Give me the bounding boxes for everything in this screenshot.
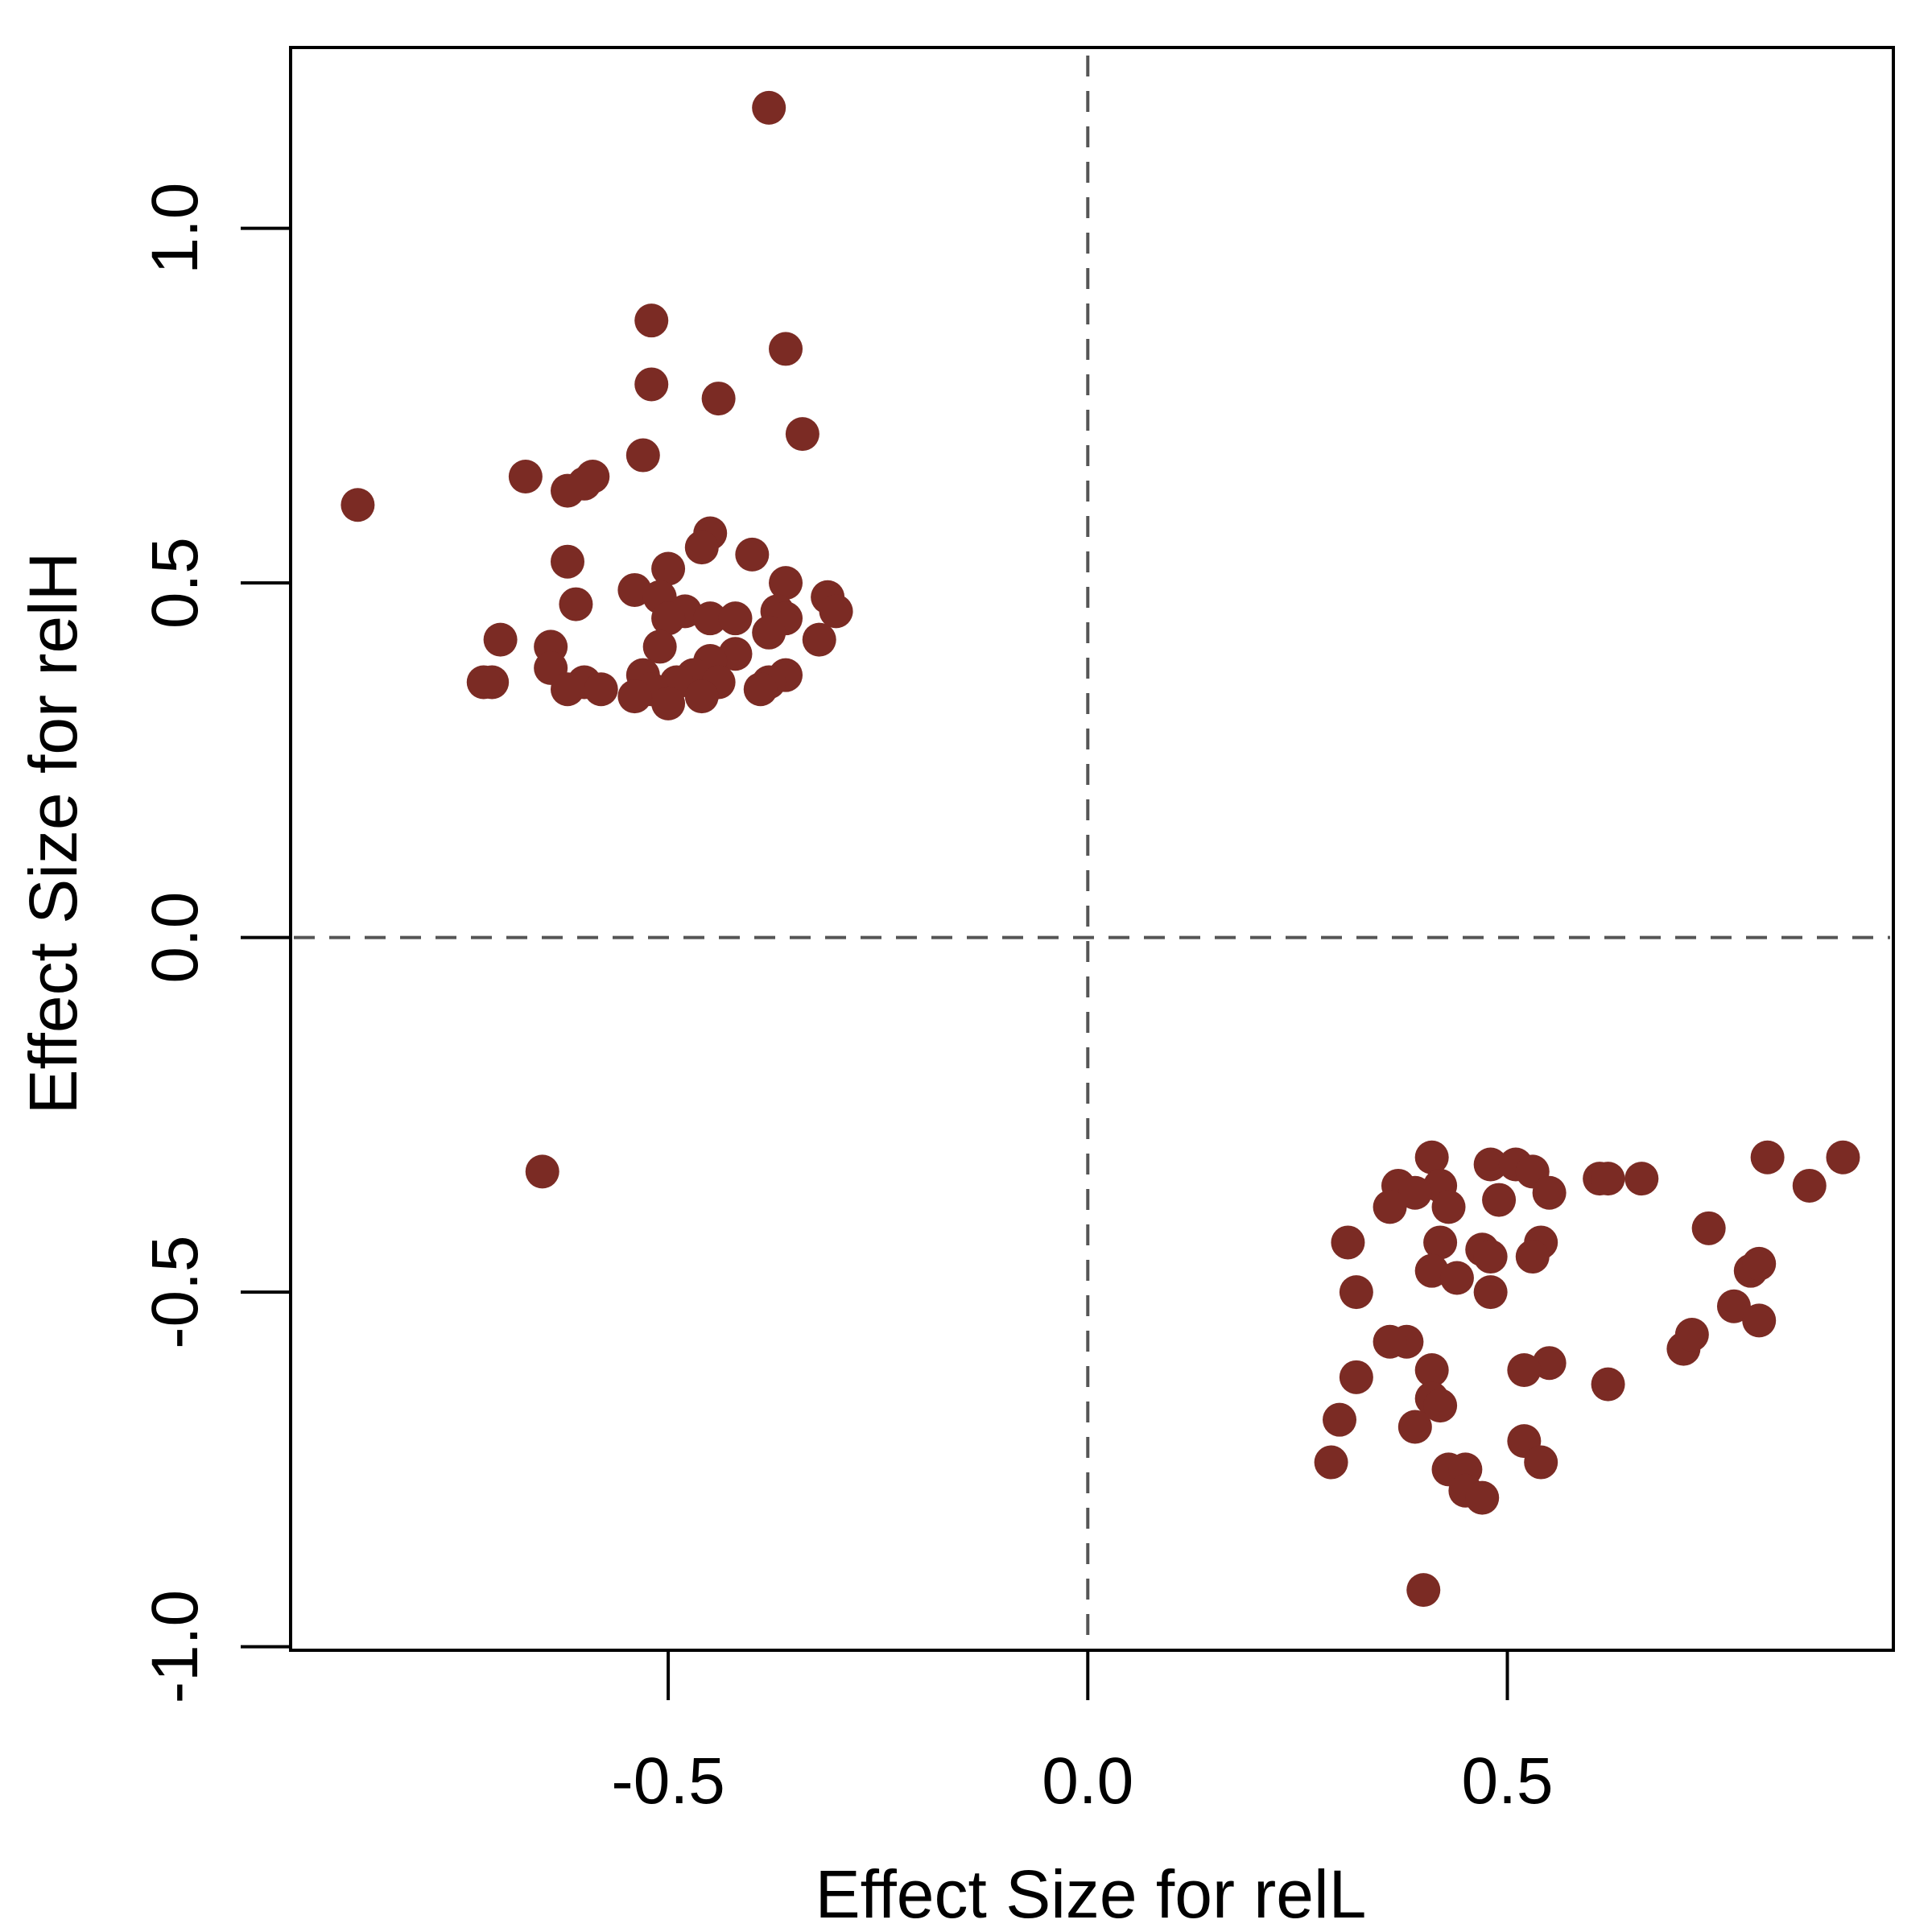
- data-point: [769, 566, 803, 601]
- data-point: [1674, 1317, 1709, 1352]
- data-point: [1314, 1445, 1348, 1480]
- data-point: [1691, 1211, 1726, 1245]
- data-point: [651, 601, 686, 636]
- data-point: [1591, 1367, 1625, 1402]
- data-point: [1591, 1162, 1625, 1196]
- data-point: [701, 382, 736, 416]
- data-point: [625, 438, 660, 473]
- data-point: [684, 530, 719, 565]
- data-point: [466, 665, 501, 700]
- data-point: [819, 594, 853, 629]
- data-point: [550, 473, 584, 508]
- x-tick-label: -0.5: [611, 1744, 724, 1818]
- data-point: [693, 601, 728, 636]
- data-point: [752, 615, 786, 650]
- data-point: [525, 1154, 559, 1189]
- data-point: [1742, 1246, 1777, 1281]
- reference-lines: [294, 56, 1890, 1647]
- y-tick-label: 1.0: [138, 183, 212, 275]
- data-point: [1624, 1162, 1659, 1196]
- data-point: [550, 544, 584, 579]
- y-tick-label: 0.5: [138, 537, 212, 629]
- data-point: [584, 672, 618, 707]
- data-point: [1826, 1140, 1860, 1174]
- data-point: [1792, 1168, 1827, 1203]
- data-point: [752, 90, 786, 125]
- data-point: [651, 686, 686, 720]
- data-point: [1423, 1225, 1458, 1260]
- data-point: [1507, 1353, 1542, 1388]
- data-point: [1414, 1353, 1449, 1388]
- data-point: [1423, 1389, 1458, 1423]
- data-point: [785, 417, 819, 452]
- data-point: [1473, 1240, 1508, 1274]
- data-point: [769, 332, 803, 366]
- data-point: [508, 459, 543, 493]
- data-point: [802, 622, 836, 657]
- data-point: [483, 622, 518, 657]
- data-point: [1473, 1147, 1508, 1182]
- x-axis: -0.5 0.0 0.5: [611, 1650, 1553, 1818]
- data-point: [1373, 1190, 1407, 1224]
- data-point: [1414, 1140, 1449, 1174]
- data-point: [735, 537, 770, 572]
- data-point: [1431, 1190, 1466, 1224]
- data-point: [1406, 1573, 1441, 1608]
- y-axis-label: Effect Size for relH: [15, 552, 91, 1115]
- data-point: [559, 587, 593, 621]
- data-point: [1742, 1303, 1777, 1338]
- data-point: [1397, 1175, 1432, 1210]
- data-point: [341, 488, 375, 522]
- data-point: [1439, 1261, 1474, 1295]
- data-point: [1373, 1324, 1407, 1359]
- data-point: [1716, 1289, 1751, 1323]
- data-point: [1465, 1480, 1500, 1515]
- data-point: [743, 672, 778, 707]
- data-point: [1339, 1360, 1373, 1394]
- data-point: [684, 679, 719, 714]
- data-point: [1323, 1402, 1357, 1437]
- x-tick-label: 0.5: [1461, 1744, 1553, 1818]
- data-point: [617, 679, 652, 714]
- data-point: [634, 303, 669, 338]
- data-point: [1482, 1183, 1517, 1217]
- y-tick-label: 0.0: [138, 892, 212, 984]
- x-axis-label: Effect Size for relL: [815, 1856, 1367, 1932]
- data-point: [1515, 1240, 1550, 1274]
- data-point: [1524, 1445, 1558, 1480]
- data-point: [1750, 1140, 1785, 1174]
- data-point: [651, 551, 686, 586]
- x-tick-label: 0.0: [1042, 1744, 1133, 1818]
- data-points: [341, 90, 1860, 1608]
- data-point: [550, 672, 584, 707]
- data-point: [1532, 1175, 1567, 1210]
- data-point: [718, 601, 753, 636]
- y-tick-label: -0.5: [138, 1235, 212, 1348]
- data-point: [1331, 1225, 1365, 1260]
- data-point: [634, 367, 669, 402]
- data-point: [642, 630, 677, 664]
- data-point: [1473, 1275, 1508, 1310]
- data-point: [1397, 1410, 1432, 1444]
- plot-frame: [289, 46, 1895, 1652]
- y-axis: -1.0 -0.5 0.0 0.5 1.0: [138, 183, 291, 1703]
- data-point: [1339, 1275, 1373, 1310]
- y-tick-label: -1.0: [138, 1590, 212, 1703]
